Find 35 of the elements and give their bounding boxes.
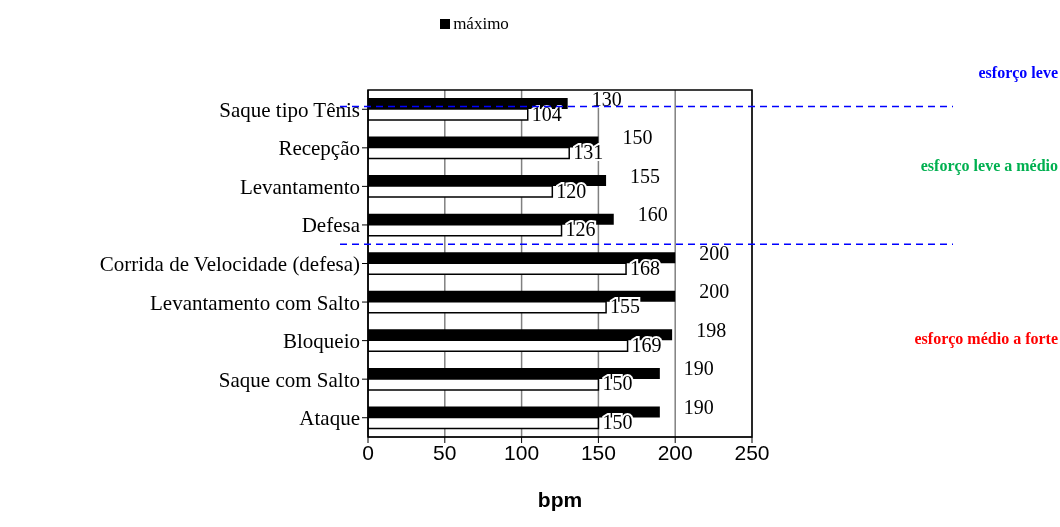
data-label: 130	[591, 87, 622, 110]
x-tick-label: 250	[734, 440, 770, 464]
legend-label: máximo	[452, 14, 509, 34]
x-tick-label: 0	[362, 440, 374, 464]
x-tick-label: 100	[504, 440, 540, 464]
data-label: 131	[573, 141, 604, 164]
text: esforço médio a forte	[914, 330, 1058, 349]
y-tick-label: Levantamento com Salto	[150, 290, 360, 315]
x-tick-label: 50	[433, 440, 457, 464]
y-tick-label: Corrida de Velocidade (defesa)	[99, 251, 360, 276]
x-tick-label: 150	[580, 440, 616, 464]
data-label: 160	[637, 203, 668, 226]
y-tick-label: Saque tipo Tênis	[219, 97, 360, 122]
text: esforço leve a médio	[920, 156, 1058, 175]
data-label: 168	[630, 256, 661, 279]
data-label: 126	[565, 218, 596, 241]
y-tick-label: Defesa	[301, 213, 361, 238]
y-tick-label: Levantamento	[239, 174, 360, 199]
data-label: 104	[531, 102, 562, 125]
data-label: 150	[622, 126, 653, 149]
y-tick-label: Recepção	[278, 136, 360, 161]
text: esforço leve	[978, 64, 1058, 83]
y-tick-label: Bloqueio	[283, 329, 360, 354]
data-label: 190	[683, 395, 714, 418]
data-label: 198	[696, 318, 727, 341]
x-tick-label: 200	[657, 440, 693, 464]
data-label: 200	[699, 280, 730, 303]
y-tick-label: Ataque	[299, 406, 360, 431]
data-label: 169	[631, 333, 662, 356]
data-label: 190	[683, 357, 714, 380]
data-label: 120	[556, 179, 587, 202]
y-tick-label: Saque com Salto	[218, 367, 360, 392]
x-axis-title: bpm	[537, 488, 583, 511]
data-label: 155	[630, 164, 661, 187]
data-label: 200	[699, 241, 730, 264]
